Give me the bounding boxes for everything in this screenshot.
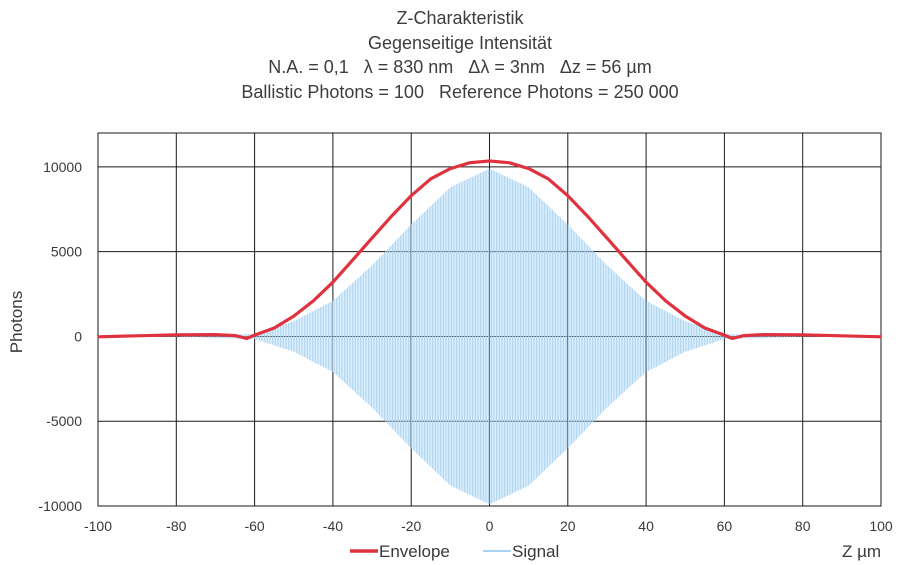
y-axis-title: Photons	[7, 291, 26, 353]
x-tick-label: 40	[638, 518, 654, 534]
legend: Envelope Signal	[350, 542, 559, 561]
x-axis-title: Z µm	[842, 542, 881, 561]
chart-subtitle-3: Ballistic Photons = 100 Reference Photon…	[241, 81, 679, 102]
x-tick-labels: -100 -80 -60 -40 -20 0 20 40 60 80 100	[84, 518, 893, 534]
x-tick-label: -100	[84, 518, 112, 534]
chart-title-block: Z-Charakteristik Gegenseitige Intensität…	[0, 6, 900, 104]
x-tick-label: 60	[717, 518, 733, 534]
chart-subtitle-2: N.A. = 0,1 λ = 830 nm Δλ = 3nm Δz = 56 µ…	[268, 57, 652, 77]
x-tick-label: 100	[869, 518, 893, 534]
x-tick-label: -80	[166, 518, 186, 534]
y-tick-labels: 10000 5000 0 -5000 -10000	[38, 159, 82, 514]
x-tick-label: -40	[323, 518, 343, 534]
legend-signal-label: Signal	[512, 542, 559, 561]
x-tick-label: -60	[244, 518, 264, 534]
y-tick-label: -5000	[46, 413, 82, 429]
chart-title: Z-Charakteristik	[396, 8, 524, 28]
x-tick-label: -20	[401, 518, 421, 534]
x-tick-label: 80	[795, 518, 811, 534]
x-tick-label: 20	[560, 518, 576, 534]
chart-subtitle-1: Gegenseitige Intensität	[367, 32, 553, 53]
y-tick-label: -10000	[38, 498, 82, 514]
y-tick-label: 5000	[51, 244, 82, 260]
envelope-line	[97, 159, 882, 341]
y-tick-label: 0	[74, 328, 82, 344]
signal-series	[97, 168, 881, 505]
legend-envelope-label: Envelope	[379, 542, 450, 561]
y-tick-label: 10000	[43, 159, 82, 175]
x-tick-label: 0	[486, 518, 494, 534]
